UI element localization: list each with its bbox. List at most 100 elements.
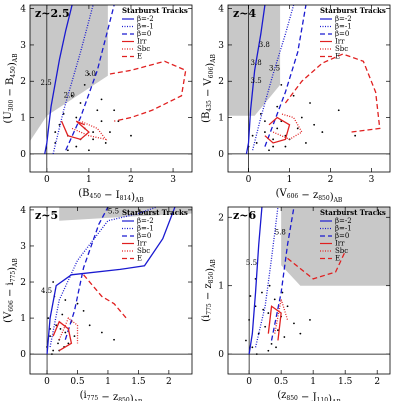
- galaxy-point: [272, 138, 275, 141]
- galaxy-point: [57, 342, 59, 345]
- plot-frame: [29, 4, 193, 173]
- axis-label: (V606 − z850)AB: [276, 188, 343, 204]
- label-part: ): [330, 192, 334, 203]
- galaxy-point: [249, 295, 252, 297]
- label-part: − I: [101, 190, 120, 201]
- track-line: [49, 207, 157, 348]
- label-part: (i: [80, 390, 87, 401]
- x-tick-label: 1: [86, 175, 92, 185]
- plot-area: 3.8 3.5 3.5 3.8: [228, 5, 390, 172]
- plot-frame: [227, 206, 391, 375]
- galaxy-point: [92, 131, 95, 133]
- track-annotation: 3.5: [269, 64, 280, 72]
- x-tick-label: 0: [246, 175, 252, 185]
- x-tick-label: 1: [287, 175, 293, 185]
- label-part: (U: [3, 111, 14, 123]
- track-line: [52, 320, 73, 352]
- legend-label: Irr: [335, 240, 345, 248]
- galaxy-point: [83, 83, 86, 86]
- y-tick-label: 0: [20, 150, 26, 160]
- galaxy-point: [255, 353, 258, 356]
- galaxy-point: [293, 322, 295, 325]
- galaxy-point: [67, 342, 70, 345]
- legend-label: β=-2: [137, 15, 154, 23]
- redshift-label: z~5: [35, 209, 58, 222]
- track-annotation: 2.5: [41, 79, 52, 87]
- galaxy-point: [283, 336, 286, 338]
- track-line: [83, 274, 127, 319]
- axis-label: (i775 − z850)AB: [201, 259, 217, 322]
- galaxy-point: [52, 349, 55, 352]
- label-subscript: 606: [208, 67, 215, 79]
- selection-region: [30, 5, 108, 142]
- galaxy-point: [55, 324, 58, 327]
- y-tick-label: 4: [20, 5, 26, 15]
- galaxy-point: [113, 109, 116, 112]
- y-tick-label: 2: [20, 77, 26, 87]
- galaxy-point: [88, 73, 90, 75]
- galaxy-point: [275, 346, 277, 349]
- legend-label: β=0: [335, 232, 349, 240]
- legend-label: β=-1: [137, 23, 154, 31]
- galaxy-point: [66, 149, 69, 152]
- label-subscript: AB: [133, 399, 143, 401]
- track-line: [52, 5, 94, 155]
- y-tick-label: 1: [20, 114, 26, 124]
- legend-label: E: [137, 53, 142, 61]
- label-part: ): [205, 63, 216, 67]
- label-subscript: 775: [206, 303, 213, 315]
- x-tick-label: 0.5: [274, 377, 289, 387]
- galaxy-point: [272, 145, 275, 148]
- label-subscript: 300: [8, 100, 15, 112]
- galaxy-point: [100, 120, 103, 123]
- legend-label: Sbc: [335, 247, 348, 255]
- galaxy-point: [54, 131, 57, 133]
- y-tick-label: 3: [218, 41, 224, 51]
- galaxy-point: [273, 298, 276, 301]
- label-subscript: 450: [90, 193, 102, 200]
- y-tick-label: 1: [218, 282, 224, 292]
- track-line: [264, 5, 307, 147]
- plot-area: 2.5 2.0 3.0: [30, 5, 192, 172]
- galaxy-point: [284, 145, 287, 148]
- legend-label: Irr: [137, 240, 147, 248]
- label-part: − B: [5, 78, 16, 100]
- galaxy-point: [71, 94, 73, 97]
- label-subscript: AB: [210, 259, 217, 269]
- galaxy-point: [264, 325, 267, 328]
- label-part: ): [7, 62, 18, 66]
- x-tick-label: 0: [44, 377, 50, 387]
- track-line: [272, 113, 303, 141]
- legend-title: Starburst Tracks: [122, 208, 188, 217]
- plot-area: 5.5 4.5: [30, 207, 192, 374]
- axis-label: (i775 − z850)AB: [80, 390, 143, 401]
- galaxy-point: [337, 109, 340, 112]
- track-line: [284, 53, 381, 133]
- label-part: (V: [276, 188, 288, 199]
- track-annotation: 2.0: [64, 92, 75, 100]
- x-tick-label: 0: [246, 377, 252, 387]
- galaxy-point: [309, 319, 311, 321]
- track-line: [71, 120, 108, 141]
- legend-label: β=0: [335, 30, 349, 38]
- track-line: [245, 5, 266, 154]
- legend-label: E: [137, 255, 142, 263]
- galaxy-point: [248, 319, 251, 321]
- x-tick-label: 0.5: [70, 377, 85, 387]
- legend-title: Starburst Tracks: [122, 6, 188, 15]
- x-tick-label: 2: [374, 377, 380, 387]
- track-line: [267, 305, 282, 341]
- y-tick-label: 4: [20, 206, 26, 216]
- galaxy-point: [64, 299, 67, 301]
- selection-region: [59, 207, 192, 221]
- label-subscript: AB: [210, 54, 217, 64]
- selection-region: [228, 5, 281, 116]
- legend-label: Sbc: [137, 247, 150, 255]
- galaxy-point: [261, 291, 263, 294]
- label-subscript: 850: [286, 395, 298, 401]
- label-subscript: 775: [10, 271, 17, 283]
- galaxy-point: [130, 134, 132, 137]
